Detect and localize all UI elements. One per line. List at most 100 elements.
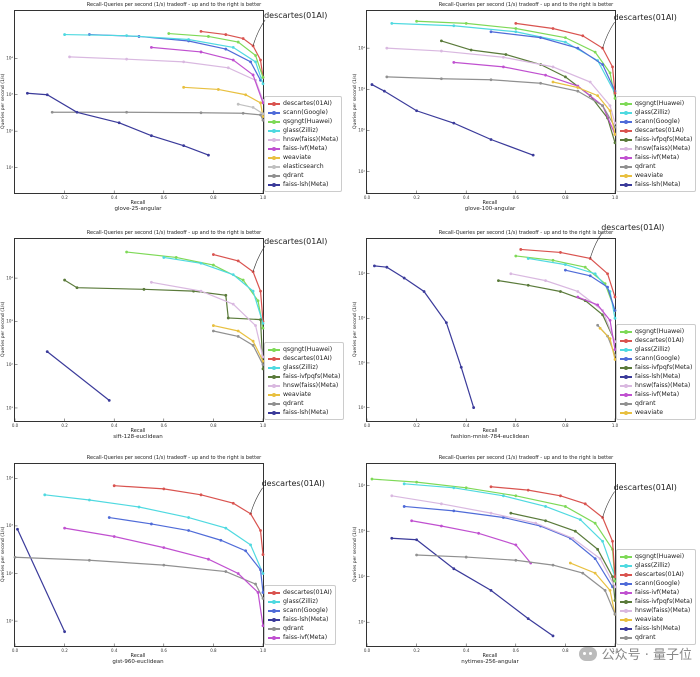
series-qdrant <box>212 329 265 367</box>
data-point <box>613 599 617 602</box>
legend-swatch <box>620 615 632 624</box>
data-point <box>571 536 575 540</box>
x-tick-label: 0.0 <box>364 423 371 428</box>
plot-svg: 10¹ 10² 10³ 10⁴ 0.2 0.4 0.6 0.8 1.0 <box>6 19 267 200</box>
legend-swatch <box>620 171 632 180</box>
data-point <box>489 138 493 141</box>
data-point <box>534 521 538 525</box>
callout-line <box>589 232 603 259</box>
data-point <box>564 36 567 40</box>
y-tick-label: 10¹ <box>358 620 365 625</box>
legend-item: elasticsearch <box>268 162 338 171</box>
legend-item: qdrant <box>620 399 692 408</box>
data-point <box>596 94 600 98</box>
data-point <box>464 21 468 25</box>
data-point <box>236 40 240 44</box>
data-point <box>469 48 473 52</box>
data-point <box>199 30 203 33</box>
data-point <box>459 365 463 369</box>
data-point <box>601 516 604 519</box>
data-point <box>509 272 513 276</box>
legend-item: qdrant <box>268 399 340 408</box>
data-point <box>261 363 265 367</box>
data-point <box>573 529 577 533</box>
callout-line <box>252 245 266 272</box>
watermark-text: 公众号 · 量子位 <box>601 648 692 663</box>
legend-swatch <box>620 579 632 588</box>
legend-label: descartes(01AI) <box>635 127 684 134</box>
data-point <box>539 36 542 40</box>
series-scann <box>88 33 262 82</box>
chart-title: Recall-Queries per second (1/s) tradeoff… <box>438 230 614 236</box>
x-tick-label: 0.6 <box>513 648 520 653</box>
data-point <box>259 113 262 117</box>
legend-swatch <box>268 171 280 180</box>
data-point <box>601 63 604 66</box>
data-point <box>489 589 493 592</box>
data-point <box>452 24 456 28</box>
data-point <box>551 563 555 567</box>
series-qdrant <box>13 555 265 600</box>
data-point <box>261 591 265 594</box>
data-point <box>107 516 111 519</box>
legend-swatch <box>268 633 280 642</box>
data-point <box>231 58 235 62</box>
series-glass <box>162 256 265 325</box>
data-point <box>593 521 597 525</box>
legend: qsgngt(Huawei) descartes(01AI) glass(Zilli… <box>616 324 697 420</box>
y-axis-label: Queries per second (1/s) <box>1 526 6 582</box>
legend-swatch <box>268 408 280 417</box>
legend-label: scann(Google) <box>635 580 680 587</box>
x-tick-label: 0.2 <box>61 423 68 428</box>
legend-label: scann(Google) <box>283 109 328 116</box>
data-point <box>224 47 228 51</box>
legend-label: descartes(01AI) <box>635 571 684 578</box>
legend-label: glass(Zilliz) <box>635 562 671 569</box>
data-point <box>162 546 166 550</box>
legend-label: hnsw(faiss)(Meta) <box>635 382 691 389</box>
data-point <box>608 104 612 108</box>
data-point <box>199 261 203 265</box>
y-axis-label: Queries per second (1/s) <box>353 526 358 582</box>
y-tick-label: 10⁴ <box>6 56 13 61</box>
chart-title: Recall-Queries per second (1/s) tradeoff… <box>86 455 262 461</box>
data-point <box>199 289 203 293</box>
series-line <box>151 281 264 358</box>
data-point <box>578 518 582 521</box>
data-point <box>174 256 178 259</box>
legend-item: glass(Zilliz) <box>268 126 338 135</box>
legend-label: descartes(01AI) <box>635 337 684 344</box>
legend-label: weaviate <box>283 391 312 398</box>
x-tick-label: 0.6 <box>161 423 168 428</box>
legend-item: qdrant <box>268 171 338 180</box>
data-point <box>75 110 79 114</box>
data-point <box>611 539 614 543</box>
x-tick-label: 1.0 <box>260 648 267 653</box>
data-point <box>259 289 262 293</box>
series-descartes <box>212 253 265 323</box>
data-point <box>564 75 567 79</box>
x-tick-label: 1.0 <box>612 423 619 428</box>
y-tick-label: 10² <box>358 360 365 365</box>
callout-line <box>250 487 263 514</box>
legend-swatch <box>620 126 632 135</box>
callout-label: descartes(01AI) <box>601 223 665 233</box>
series-line <box>64 279 264 369</box>
x-axis-label: Recall <box>130 200 146 206</box>
dataset-name: gist-960-euclidean <box>112 659 164 665</box>
legend-swatch <box>268 99 280 108</box>
series-descartes <box>519 248 617 299</box>
data-point <box>551 80 555 84</box>
data-point <box>254 324 257 327</box>
data-point <box>502 494 505 498</box>
legend-label: faiss-lsh(Meta) <box>283 181 329 188</box>
data-point <box>583 265 587 269</box>
legend-item: faiss-ivf(Meta) <box>620 588 692 597</box>
legend-item: hnsw(faiss)(Meta) <box>620 381 692 390</box>
data-point <box>249 543 253 547</box>
x-tick-label: 0.8 <box>562 423 569 428</box>
data-point <box>212 324 215 327</box>
data-point <box>402 505 406 508</box>
callout-line <box>602 21 615 49</box>
data-point <box>212 253 215 256</box>
